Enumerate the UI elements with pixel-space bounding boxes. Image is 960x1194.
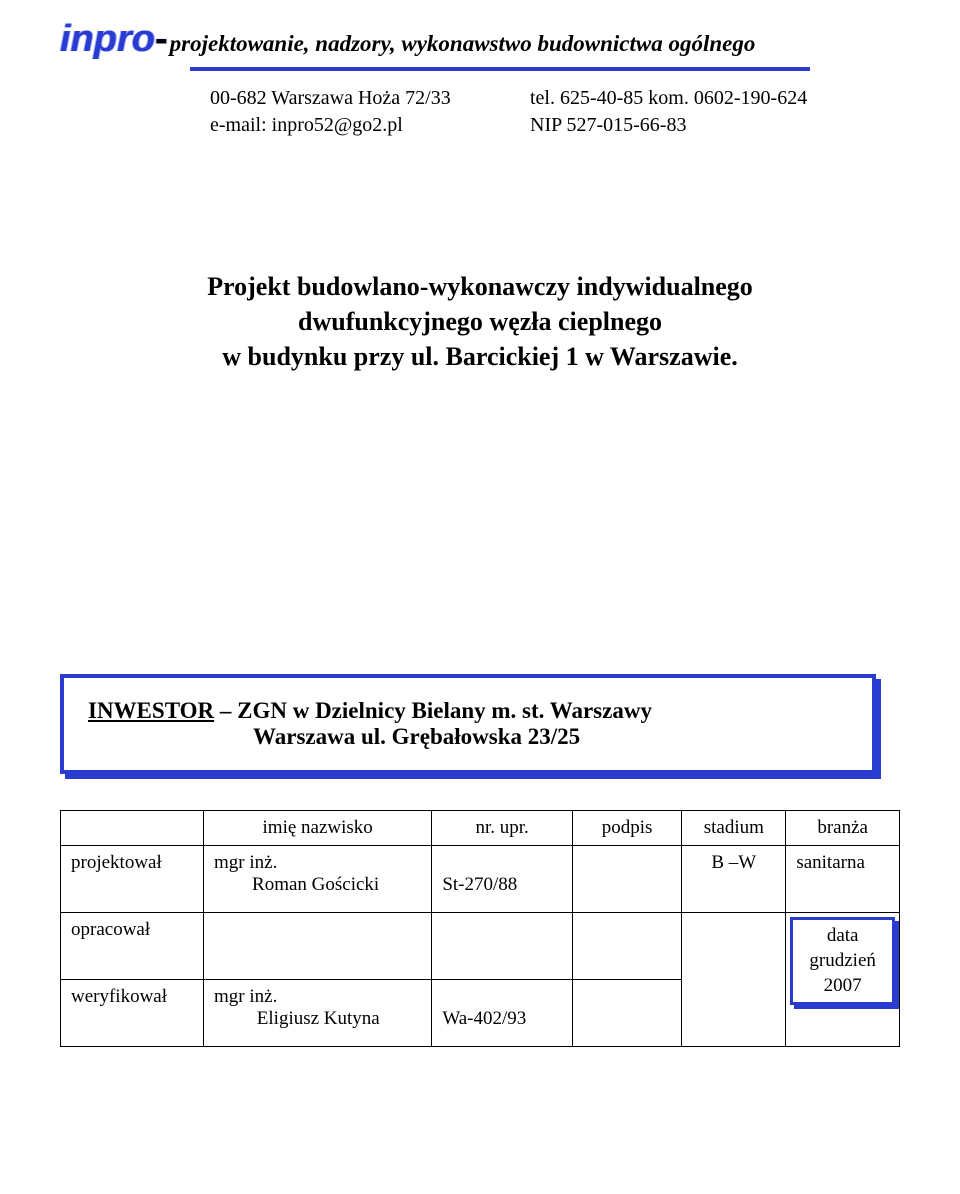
title-line-3: w budynku przy ul. Barcickiej 1 w Warsza… — [60, 339, 900, 374]
logo-text: inpro — [60, 18, 155, 60]
title-line-1: Projekt budowlano-wykonawczy indywidualn… — [60, 269, 900, 304]
cell-date-span-left — [682, 913, 786, 1047]
nr-value: St-270/88 — [442, 874, 517, 895]
cell-stadium: B –W — [682, 846, 786, 913]
cell-role: projektował — [61, 846, 204, 913]
cell-branza: sanitarna — [786, 846, 900, 913]
title-line-2: dwufunkcyjnego węzła cieplnego — [60, 304, 900, 339]
cell-name — [204, 913, 432, 980]
cell-podpis — [572, 913, 681, 980]
tagline: projektowanie, nadzory, wykonawstwo budo… — [170, 31, 756, 61]
cell-nr: Wa-402/93 — [432, 980, 573, 1047]
investor-line-2: Warszawa ul. Grębałowska 23/25 — [253, 724, 848, 750]
cell-role: weryfikował — [61, 980, 204, 1047]
contact-nip: NIP 527-015-66-83 — [530, 112, 900, 139]
document-title: Projekt budowlano-wykonawczy indywidualn… — [60, 269, 900, 374]
col-branza: branża — [786, 811, 900, 846]
investor-dash: – — [214, 698, 237, 723]
col-nr: nr. upr. — [432, 811, 573, 846]
name-line1: mgr inż. — [214, 852, 277, 873]
cell-name: mgr inż. Roman Gościcki — [204, 846, 432, 913]
signatures-table: imię nazwisko nr. upr. podpis stadium br… — [60, 810, 900, 1047]
logo-dash: - — [155, 18, 168, 60]
cell-podpis — [572, 846, 681, 913]
col-stadium: stadium — [682, 811, 786, 846]
table-header-row: imię nazwisko nr. upr. podpis stadium br… — [61, 811, 900, 846]
date-year: 2007 — [795, 974, 890, 999]
col-name: imię nazwisko — [204, 811, 432, 846]
header-rule — [190, 67, 810, 71]
date-label: data — [795, 924, 890, 949]
investor-box: INWESTOR – ZGN w Dzielnicy Bielany m. st… — [60, 674, 876, 774]
document-page: inpro- projektowanie, nadzory, wykonawst… — [0, 0, 960, 1194]
col-podpis: podpis — [572, 811, 681, 846]
logo: inpro- — [60, 18, 168, 61]
date-box: data grudzień 2007 — [790, 917, 895, 1005]
nr-value: Wa-402/93 — [442, 1008, 526, 1029]
cell-name: mgr inż. Eligiusz Kutyna — [204, 980, 432, 1047]
date-month: grudzień — [795, 949, 890, 974]
name-line1: mgr inż. — [214, 986, 277, 1007]
contact-address: 00-682 Warszawa Hoża 72/33 — [210, 85, 530, 112]
investor-label: INWESTOR — [88, 698, 214, 723]
name-line2: Eligiusz Kutyna — [214, 1008, 380, 1029]
cell-podpis — [572, 980, 681, 1047]
investor-rest: ZGN w Dzielnicy Bielany m. st. Warszawy — [237, 698, 652, 723]
table-row: opracował data grudzień 2007 — [61, 913, 900, 980]
cell-nr: St-270/88 — [432, 846, 573, 913]
name-line2: Roman Gościcki — [214, 874, 379, 895]
investor-line-1: INWESTOR – ZGN w Dzielnicy Bielany m. st… — [88, 698, 848, 724]
header: inpro- projektowanie, nadzory, wykonawst… — [60, 18, 900, 61]
contact-block: 00-682 Warszawa Hoża 72/33 tel. 625-40-8… — [210, 85, 900, 139]
table-row: projektował mgr inż. Roman Gościcki St-2… — [61, 846, 900, 913]
contact-tel: tel. 625-40-85 kom. 0602-190-624 — [530, 85, 900, 112]
col-role — [61, 811, 204, 846]
cell-nr — [432, 913, 573, 980]
cell-date: data grudzień 2007 — [786, 913, 900, 1047]
cell-role: opracował — [61, 913, 204, 980]
contact-email: e-mail: inpro52@go2.pl — [210, 112, 530, 139]
